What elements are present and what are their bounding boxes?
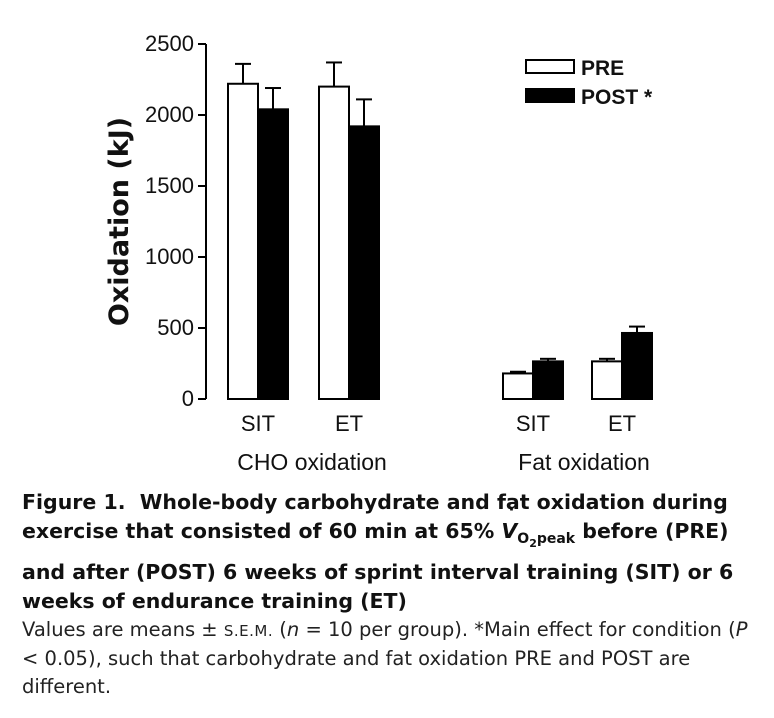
- chart-labels: SIT ET SIT ET CHO oxidation Fat oxidation: [237, 411, 650, 475]
- y-tick-label: 1000: [145, 244, 194, 269]
- caption-body: Values are means ± s.e.m. (n = 10 per gr…: [22, 616, 762, 701]
- caption-title-part1: Whole-body carbohydrate and fat oxidatio…: [22, 490, 728, 543]
- caption-n-symbol: n: [286, 617, 300, 641]
- legend-swatch-post: [525, 88, 575, 103]
- caption-sem: s.e.m.: [223, 621, 274, 640]
- y-tick-label: 1500: [145, 173, 194, 198]
- bar-pre: [227, 82, 259, 400]
- caption-body-part2: (: [279, 617, 287, 641]
- category-label: ET: [335, 411, 363, 436]
- bar-pre: [502, 372, 534, 401]
- legend-label-pre: PRE: [581, 57, 624, 80]
- caption-title: Figure 1. Whole-body carbohydrate and fa…: [22, 488, 762, 616]
- y-tick-label: 2500: [145, 31, 194, 56]
- y-tick-label: 0: [182, 386, 194, 411]
- legend-swatch-pre: [525, 59, 575, 74]
- figure-label: Figure 1.: [22, 490, 126, 514]
- bar-chart: 0 500 1000 1500 2000 2500 Oxidation (kJ) SIT ET…: [104, 31, 653, 475]
- category-label: SIT: [516, 411, 550, 436]
- bar-post: [348, 125, 380, 401]
- y-tick-label: 2000: [145, 102, 194, 127]
- chart-axes: 0 500 1000 1500 2000 2500 Oxidation (kJ): [104, 31, 207, 411]
- caption-title-part2: before (PRE) and after (POST) 6 weeks of…: [22, 519, 734, 613]
- category-label: SIT: [241, 411, 275, 436]
- bar-pre: [318, 85, 350, 400]
- category-label: ET: [608, 411, 636, 436]
- caption-body-part1: Values are means ±: [22, 617, 218, 641]
- vo2-subscript: O2peak: [517, 531, 576, 550]
- vo2-symbol: V: [501, 503, 517, 546]
- y-axis-title: Oxidation (kJ): [104, 117, 135, 326]
- bar-pre: [591, 360, 623, 400]
- caption-body-part3: = 10 per group). *Main effect for condit…: [305, 617, 736, 641]
- chart-bars: [227, 61, 653, 401]
- bar-post: [532, 360, 564, 400]
- caption-p-symbol: P: [735, 617, 748, 641]
- legend-label-post: POST *: [581, 86, 653, 109]
- bar-post: [621, 331, 653, 400]
- bar-post: [257, 108, 289, 400]
- y-tick-label: 500: [157, 315, 194, 340]
- figure-caption: Figure 1. Whole-body carbohydrate and fa…: [22, 488, 762, 701]
- chart-legend: PRE POST *: [525, 57, 653, 109]
- group-label: CHO oxidation: [237, 449, 387, 475]
- group-label: Fat oxidation: [518, 449, 650, 475]
- caption-body-part4: < 0.05), such that carbohydrate and fat …: [22, 646, 691, 698]
